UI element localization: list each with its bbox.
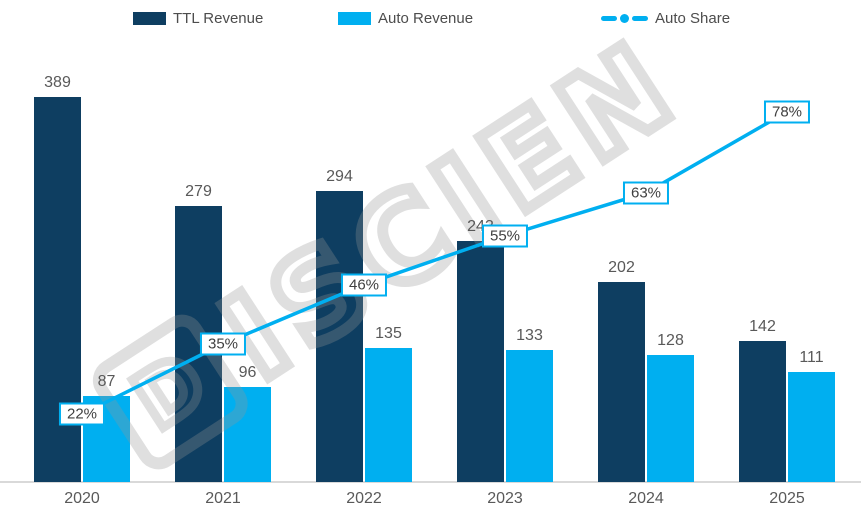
- value-label-auto-2023: 133: [516, 327, 543, 344]
- x-axis-label-2024: 2024: [628, 490, 664, 507]
- auto-share-label-2025: 78%: [763, 100, 811, 124]
- value-label-ttl-2022: 294: [326, 168, 353, 185]
- value-label-auto-2025: 111: [799, 349, 824, 366]
- bar-auto-2024: [647, 355, 694, 482]
- bar-ttl-2023: [457, 241, 504, 482]
- line-dash-icon: [632, 15, 648, 21]
- auto-revenue-swatch-icon: [338, 11, 371, 25]
- legend-item-ttl-revenue: TTL Revenue: [133, 9, 263, 27]
- value-label-auto-2022: 135: [375, 325, 402, 342]
- x-axis-label-2025: 2025: [769, 490, 805, 507]
- bar-auto-2021: [224, 387, 271, 482]
- auto-share-label-2020: 22%: [58, 402, 106, 426]
- auto-share-label-2021: 35%: [199, 332, 247, 356]
- auto-share-label-2022: 46%: [340, 273, 388, 297]
- value-label-ttl-2021: 279: [185, 183, 212, 200]
- line-dot-icon: [620, 13, 629, 23]
- auto-share-label-2023: 55%: [481, 224, 529, 248]
- legend-label-auto-share: Auto Share: [655, 9, 731, 27]
- value-label-auto-2021: 96: [238, 364, 257, 381]
- value-label-auto-2024: 128: [657, 332, 684, 349]
- auto-share-line-marker-icon: [601, 13, 648, 23]
- value-label-ttl-2020: 389: [44, 74, 71, 91]
- bar-auto-2022: [365, 348, 412, 482]
- bar-ttl-2024: [598, 282, 645, 482]
- bar-ttl-2025: [739, 341, 786, 482]
- auto-share-label-2024: 63%: [622, 181, 670, 205]
- x-axis-label-2021: 2021: [205, 490, 241, 507]
- x-axis-line: [0, 481, 861, 483]
- ttl-revenue-swatch-icon: [133, 11, 166, 25]
- value-label-ttl-2024: 202: [608, 259, 635, 276]
- legend-label-auto-revenue: Auto Revenue: [378, 9, 474, 27]
- bar-auto-2023: [506, 350, 553, 482]
- value-label-auto-2020: 87: [97, 373, 116, 390]
- x-axis-label-2022: 2022: [346, 490, 382, 507]
- legend-item-auto-revenue: Auto Revenue: [338, 9, 473, 27]
- x-axis-label-2020: 2020: [64, 490, 100, 507]
- bar-ttl-2022: [316, 191, 363, 482]
- value-label-ttl-2025: 142: [749, 318, 776, 335]
- line-dash-icon: [601, 15, 617, 21]
- bar-auto-2025: [788, 372, 835, 482]
- x-axis-label-2023: 2023: [487, 490, 523, 507]
- legend-item-auto-share: Auto Share: [601, 9, 730, 27]
- legend-label-ttl-revenue: TTL Revenue: [173, 9, 264, 27]
